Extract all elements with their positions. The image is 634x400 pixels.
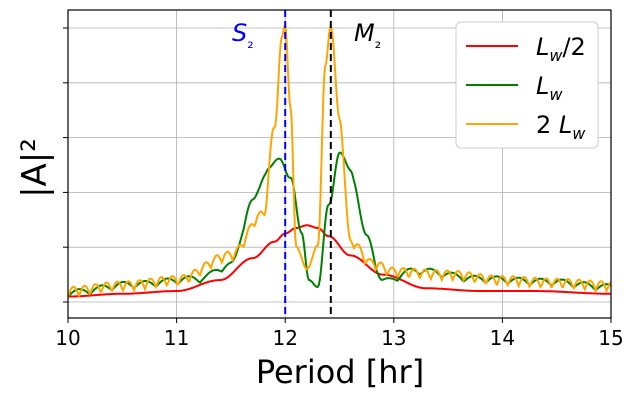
s2-annotation: S₂ — [232, 19, 254, 52]
legend-label-3: 2 Lw — [536, 111, 586, 143]
x-tick-label: 12 — [272, 326, 297, 350]
series-line-1 — [68, 224, 611, 298]
x-ticks: 10 11 12 13 14 15 — [55, 318, 624, 350]
legend-box — [455, 21, 599, 149]
series-lines — [67, 22, 612, 299]
x-tick-label: 14 — [490, 326, 515, 350]
x-tick-label: 10 — [55, 326, 80, 350]
x-tick-label: 11 — [164, 326, 189, 350]
reference-lines — [284, 10, 332, 318]
legend-label-1: Lw/2 — [536, 33, 586, 65]
series-line-2 — [67, 151, 612, 298]
axes-frame — [67, 9, 612, 319]
m2-annotation: M₂ — [354, 19, 381, 52]
y-ticks — [63, 27, 68, 303]
y-axis-label: |A|² — [15, 138, 55, 198]
x-axis-label: Period [hr] — [256, 353, 424, 391]
x-tick-label: 15 — [598, 326, 623, 350]
legend: Lw/2 Lw 2 Lw — [455, 21, 599, 149]
series-line-3 — [67, 22, 612, 299]
x-tick-label: 13 — [381, 326, 406, 350]
legend-label-2: Lw — [536, 72, 563, 104]
